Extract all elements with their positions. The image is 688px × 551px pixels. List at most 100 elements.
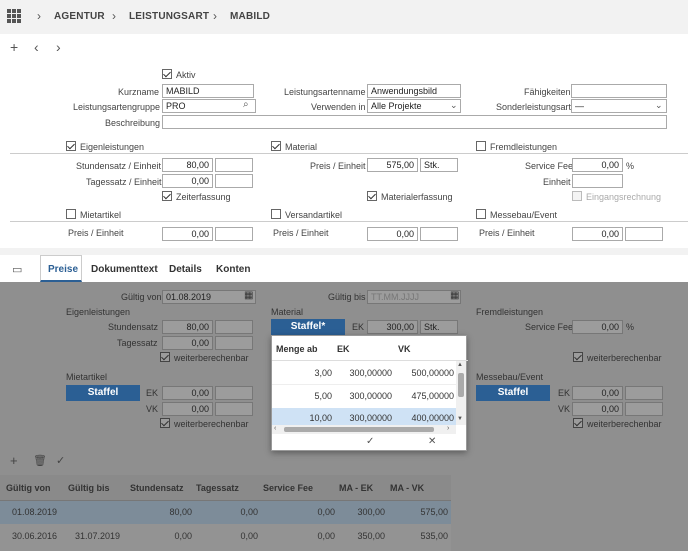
- weiterberechenbar-fremd-checkbox[interactable]: [573, 352, 583, 362]
- tagessatz-unit-input[interactable]: [215, 174, 253, 188]
- tagessatz-unit-input[interactable]: [215, 336, 253, 350]
- col-gueltig-bis[interactable]: Gültig bis: [68, 483, 110, 493]
- aktiv-checkbox[interactable]: [162, 69, 172, 79]
- trash-icon[interactable]: 🗑: [33, 455, 47, 467]
- col-ma-ek[interactable]: MA - EK: [339, 483, 374, 493]
- miet-unit-input[interactable]: [215, 227, 253, 241]
- eigen-section-label: Eigenleistungen: [66, 307, 131, 317]
- servicefee-input[interactable]: 0,00: [572, 158, 623, 172]
- messebau-checkbox[interactable]: [476, 209, 486, 219]
- scroll-up-icon[interactable]: ▲: [457, 362, 463, 368]
- zeiterfassung-checkbox[interactable]: [162, 191, 172, 201]
- breadcrumb-agentur[interactable]: AGENTUR: [54, 11, 105, 22]
- miet-ek-input[interactable]: 0,00: [162, 386, 213, 400]
- einheit-input[interactable]: [572, 174, 623, 188]
- messe-unit-input[interactable]: [625, 227, 663, 241]
- stundensatz-input[interactable]: 80,00: [162, 158, 213, 172]
- scrollbar-thumb[interactable]: [458, 373, 464, 397]
- cell-ma-ek: 350,00: [357, 531, 385, 541]
- breadcrumb-leistungsart[interactable]: LEISTUNGSART: [129, 11, 210, 22]
- tab-dokumenttext[interactable]: Dokumenttext: [91, 264, 158, 275]
- chevron-down-icon[interactable]: ⌄: [450, 100, 458, 110]
- check-icon[interactable]: ✓: [56, 455, 66, 467]
- staffel-messe-button[interactable]: Staffel: [476, 385, 550, 401]
- messe-section-label: Messebau/Event: [476, 372, 544, 382]
- confirm-icon[interactable]: ✓: [366, 436, 375, 447]
- material-checkbox[interactable]: [271, 141, 281, 151]
- tab-details[interactable]: Details: [169, 264, 202, 275]
- faehigkeiten-input[interactable]: [571, 84, 667, 98]
- beschreibung-input[interactable]: [162, 115, 667, 129]
- col-tagessatz[interactable]: Tagessatz: [196, 483, 239, 493]
- add-icon[interactable]: +: [10, 453, 18, 468]
- material-preis-input[interactable]: 575,00: [367, 158, 418, 172]
- fremdleistungen-checkbox[interactable]: [476, 141, 486, 151]
- gueltig-bis-input[interactable]: TT.MM.JJJJ: [367, 290, 461, 304]
- leistungsartenname-input[interactable]: Anwendungsbild: [367, 84, 461, 98]
- mietartikel-checkbox[interactable]: [66, 209, 76, 219]
- col-gueltig-von[interactable]: Gültig von: [6, 483, 51, 493]
- beschreibung-label: Beschreibung: [105, 118, 161, 128]
- scroll-left-icon[interactable]: ‹: [274, 425, 277, 432]
- weiterberechenbar-checkbox[interactable]: [160, 352, 170, 362]
- col-ma-vk[interactable]: MA - VK: [390, 483, 425, 493]
- scrollbar-thumb[interactable]: [284, 427, 434, 432]
- search-icon[interactable]: ⌕: [243, 99, 249, 110]
- weiterberechenbar-messe-checkbox[interactable]: [573, 418, 583, 428]
- chevron-down-icon[interactable]: ⌄: [655, 100, 663, 110]
- versandartikel-checkbox[interactable]: [271, 209, 281, 219]
- scroll-down-icon[interactable]: ▼: [457, 416, 463, 422]
- messe-ek-unit-input[interactable]: [625, 386, 663, 400]
- add-icon[interactable]: +: [10, 39, 19, 55]
- tab-konten[interactable]: Konten: [216, 264, 251, 275]
- scroll-right-icon[interactable]: ›: [447, 425, 450, 432]
- zeiterfassung-label: Zeiterfassung: [176, 192, 231, 202]
- vertical-scrollbar[interactable]: ▲ ▼: [456, 361, 466, 425]
- versand-unit-input[interactable]: [420, 227, 458, 241]
- tagessatz-input[interactable]: 0,00: [162, 336, 213, 350]
- cell-service-fee: 0,00: [317, 507, 335, 517]
- table-row-bg: [0, 524, 451, 551]
- horizontal-scrollbar[interactable]: ‹ ›: [272, 425, 456, 434]
- staffel-miet-button[interactable]: Staffel: [66, 385, 140, 401]
- sonder-select[interactable]: —: [571, 99, 667, 113]
- servicefee-input[interactable]: 0,00: [572, 320, 623, 334]
- gruppe-input[interactable]: PRO: [162, 99, 256, 113]
- verwenden-select[interactable]: Alle Projekte: [367, 99, 461, 113]
- tagessatz-input[interactable]: 0,00: [162, 174, 213, 188]
- tab-preise[interactable]: Preise: [48, 264, 79, 275]
- calendar-icon[interactable]: ▦: [244, 290, 254, 301]
- ek-input[interactable]: 300,00: [367, 320, 418, 334]
- stundensatz-input[interactable]: 80,00: [162, 320, 213, 334]
- messe-ek-input[interactable]: 0,00: [572, 386, 623, 400]
- messe-vk-input[interactable]: 0,00: [572, 402, 623, 416]
- col-stundensatz[interactable]: Stundensatz: [130, 483, 184, 493]
- versand-preis-input[interactable]: 0,00: [367, 227, 418, 241]
- eingangsrechnung-checkbox[interactable]: [572, 191, 582, 201]
- miet-preis-input[interactable]: 0,00: [162, 227, 213, 241]
- calendar-icon[interactable]: ▦: [450, 290, 460, 301]
- weiterberechenbar-miet-checkbox[interactable]: [160, 418, 170, 428]
- archive-icon[interactable]: ▭: [12, 264, 23, 276]
- stundensatz-unit-input[interactable]: [215, 320, 253, 334]
- col-service-fee[interactable]: Service Fee: [263, 483, 314, 493]
- gueltig-von-input[interactable]: 01.08.2019: [162, 290, 256, 304]
- material-unit-input[interactable]: Stk.: [420, 158, 458, 172]
- kurzname-input[interactable]: MABILD: [162, 84, 254, 98]
- chevron-right-icon: ›: [112, 9, 116, 23]
- divider: [272, 384, 456, 385]
- materialerfassung-checkbox[interactable]: [367, 191, 377, 201]
- messe-vk-unit-input[interactable]: [625, 402, 663, 416]
- eigenleistungen-checkbox[interactable]: [66, 141, 76, 151]
- forward-icon[interactable]: ›: [56, 39, 61, 55]
- stundensatz-unit-input[interactable]: [215, 158, 253, 172]
- ek-unit-input[interactable]: Stk.: [420, 320, 458, 334]
- staffel-material-button[interactable]: Staffel*: [271, 319, 345, 335]
- miet-vk-input[interactable]: 0,00: [162, 402, 213, 416]
- back-icon[interactable]: ‹: [34, 39, 39, 55]
- miet-ek-unit-input[interactable]: [215, 386, 253, 400]
- messe-preis-input[interactable]: 0,00: [572, 227, 623, 241]
- miet-vk-unit-input[interactable]: [215, 402, 253, 416]
- app-grid-icon[interactable]: [7, 9, 21, 23]
- cancel-icon[interactable]: ✕: [428, 436, 437, 447]
